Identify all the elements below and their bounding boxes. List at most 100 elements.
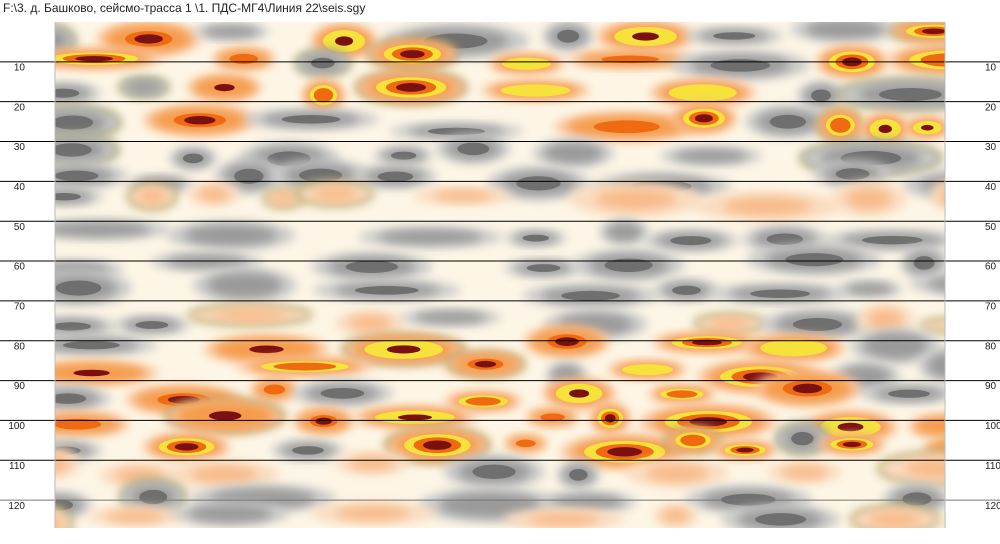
blob xyxy=(863,333,928,359)
blob xyxy=(846,188,892,210)
y-tick-label-right: 80 xyxy=(985,341,997,352)
blob xyxy=(395,83,427,92)
blob xyxy=(298,168,343,183)
blob xyxy=(862,235,923,245)
blob xyxy=(769,114,807,129)
blob xyxy=(689,417,728,427)
blob xyxy=(182,153,204,164)
blob xyxy=(55,499,73,511)
blob xyxy=(921,28,945,35)
blob xyxy=(55,143,92,157)
blob xyxy=(55,280,102,296)
blob xyxy=(386,345,421,354)
blob xyxy=(62,341,120,350)
blob xyxy=(792,317,843,331)
y-tick-label-right: 90 xyxy=(985,381,997,392)
blob xyxy=(526,264,561,272)
blob xyxy=(166,255,248,269)
blob xyxy=(75,56,114,62)
blob xyxy=(710,59,771,72)
blob xyxy=(750,289,811,298)
blob xyxy=(397,414,432,421)
y-tick-label-right: 30 xyxy=(985,142,997,153)
blob xyxy=(927,277,945,291)
blob xyxy=(766,233,804,245)
blob xyxy=(207,272,282,298)
blob xyxy=(878,87,942,101)
blob xyxy=(55,507,72,528)
blob xyxy=(945,446,961,453)
blob xyxy=(55,222,151,237)
blob xyxy=(335,506,411,521)
blob xyxy=(561,290,620,301)
blob xyxy=(760,339,827,357)
blob xyxy=(390,151,417,160)
blob xyxy=(810,89,832,102)
y-tick-label: 80 xyxy=(14,341,26,352)
blob xyxy=(414,311,487,324)
blob xyxy=(607,447,643,457)
blob xyxy=(55,192,81,201)
blob xyxy=(668,84,737,102)
blob xyxy=(439,492,542,518)
blob xyxy=(55,88,80,98)
blob xyxy=(55,322,92,331)
blob xyxy=(902,492,932,506)
blob xyxy=(465,397,501,406)
blob xyxy=(292,446,324,455)
blob xyxy=(921,124,934,131)
blob xyxy=(674,149,748,163)
y-tick-label: 70 xyxy=(14,302,26,313)
y-tick-label: 50 xyxy=(14,222,26,233)
blob xyxy=(919,318,945,333)
blob xyxy=(946,279,1000,289)
blob xyxy=(348,315,392,331)
blob xyxy=(604,414,616,423)
blob xyxy=(281,115,341,124)
blob xyxy=(249,345,284,354)
blob xyxy=(55,447,81,480)
blob xyxy=(522,234,550,242)
blob xyxy=(55,418,102,430)
blob xyxy=(662,508,689,523)
blob xyxy=(500,84,571,97)
blob xyxy=(208,411,242,421)
blob xyxy=(55,29,69,53)
blob xyxy=(555,337,579,346)
blob xyxy=(723,197,812,216)
blob xyxy=(569,389,590,398)
blob xyxy=(349,456,396,471)
blob xyxy=(713,32,756,40)
blob xyxy=(106,510,164,523)
blob xyxy=(913,256,935,270)
blob xyxy=(672,285,701,296)
blob xyxy=(55,393,87,404)
blob xyxy=(842,441,862,447)
blob xyxy=(544,143,603,164)
blob xyxy=(137,188,168,205)
blob xyxy=(785,253,844,267)
blob xyxy=(198,186,230,202)
blob xyxy=(604,258,653,273)
blob xyxy=(312,186,358,201)
blob xyxy=(937,518,945,528)
blob xyxy=(601,55,659,64)
blob xyxy=(791,432,814,446)
blob xyxy=(432,190,493,202)
blob xyxy=(377,171,414,182)
blob xyxy=(335,36,354,46)
y-tick-label: 20 xyxy=(14,102,26,113)
blob xyxy=(708,317,751,330)
blob xyxy=(666,390,698,398)
blob xyxy=(878,124,892,134)
blob xyxy=(134,34,163,44)
blob xyxy=(830,117,851,133)
blob xyxy=(190,465,258,484)
blob xyxy=(569,468,588,481)
blob xyxy=(126,80,162,94)
blob xyxy=(837,422,864,432)
blob xyxy=(184,225,277,246)
y-tick-label-right: 120 xyxy=(985,501,1000,512)
